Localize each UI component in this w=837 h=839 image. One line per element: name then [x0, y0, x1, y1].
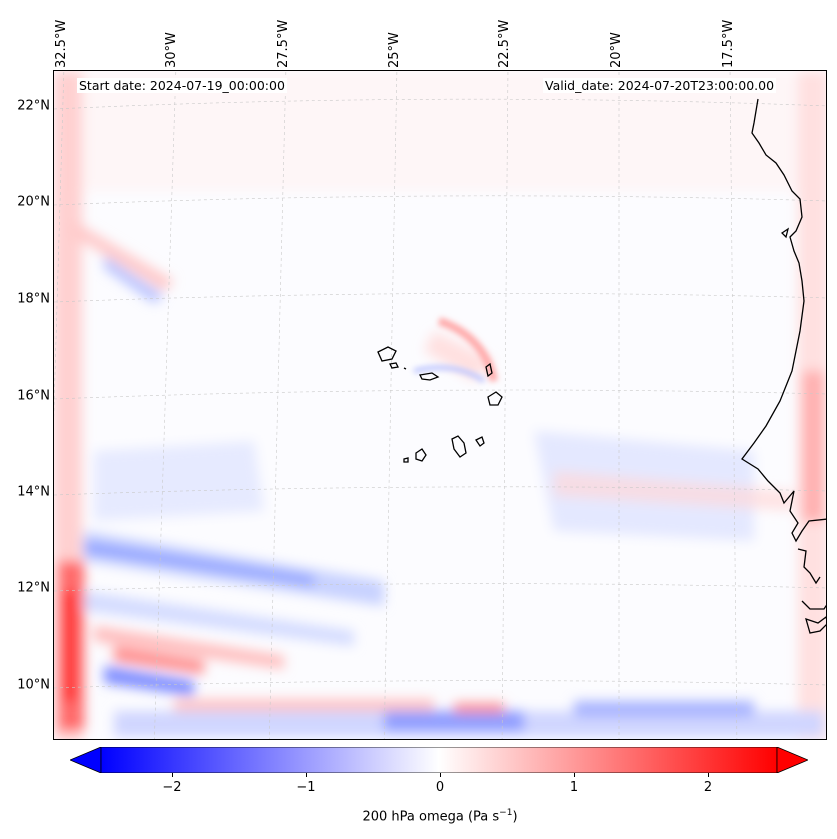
- lon-label-27.5w: 27.5°W: [276, 19, 291, 68]
- lat-label-12n: 12°N: [17, 580, 50, 596]
- colorbar-tickmark-1: [574, 773, 575, 777]
- lon-label-20w: 20°W: [609, 32, 624, 68]
- graticule: [54, 71, 826, 739]
- island-brava: [403, 457, 409, 463]
- lat-label-22n: 22°N: [17, 98, 50, 114]
- coastline: [741, 98, 826, 634]
- colorbar-min-extend: [70, 747, 102, 773]
- colorbar-tick-neg2: −2: [162, 780, 182, 795]
- lat-label-14n: 14°N: [17, 484, 50, 500]
- lon-label-17.5w: 17.5°W: [721, 19, 736, 68]
- colorbar-tick-neg1: −1: [296, 780, 316, 795]
- island-fogo: [415, 448, 427, 462]
- colorbar-tickmark-neg2: [172, 773, 173, 777]
- colorbar-label: 200 hPa omega (Pa s−1): [362, 808, 518, 825]
- lat-label-16n: 16°N: [17, 388, 50, 404]
- island-santa-luzia: [403, 367, 407, 370]
- lon-label-25w: 25°W: [387, 32, 402, 68]
- lon-label-30w: 30°W: [164, 32, 179, 68]
- island-sao-nicolau: [419, 372, 440, 381]
- omega-map: [53, 70, 827, 740]
- island-maio: [475, 436, 485, 447]
- colorbar-tickmark-2: [708, 773, 709, 777]
- lon-label-22.5w: 22.5°W: [497, 19, 512, 68]
- start-date-label: Start date: 2024-07-19_00:00:00: [77, 78, 287, 93]
- colorbar-tickmark-0: [440, 773, 441, 777]
- omega-field: [54, 71, 826, 739]
- island-sao-vicente: [389, 362, 399, 369]
- lat-label-10n: 10°N: [17, 677, 50, 693]
- omega-shading: [54, 71, 826, 739]
- cape-verde-islands: [377, 346, 503, 463]
- island-boa-vista: [487, 391, 503, 406]
- island-santo-antao: [377, 346, 397, 362]
- colorbar-gradient: [100, 747, 778, 773]
- lat-label-20n: 20°N: [17, 194, 50, 210]
- lon-label-32.5w: 32.5°W: [54, 19, 69, 68]
- colorbar: [70, 747, 808, 773]
- colorbar-tickmark-neg1: [306, 773, 307, 777]
- island-sal: [485, 362, 493, 378]
- colorbar-max-extend: [776, 747, 808, 773]
- island-santiago: [451, 435, 467, 458]
- valid-date-label: Valid_date: 2024-07-20T23:00:00.00: [543, 78, 777, 93]
- colorbar-tick-1: 1: [569, 780, 579, 795]
- colorbar-tick-0: 0: [435, 780, 445, 795]
- colorbar-tick-2: 2: [703, 780, 713, 795]
- lat-label-18n: 18°N: [17, 291, 50, 307]
